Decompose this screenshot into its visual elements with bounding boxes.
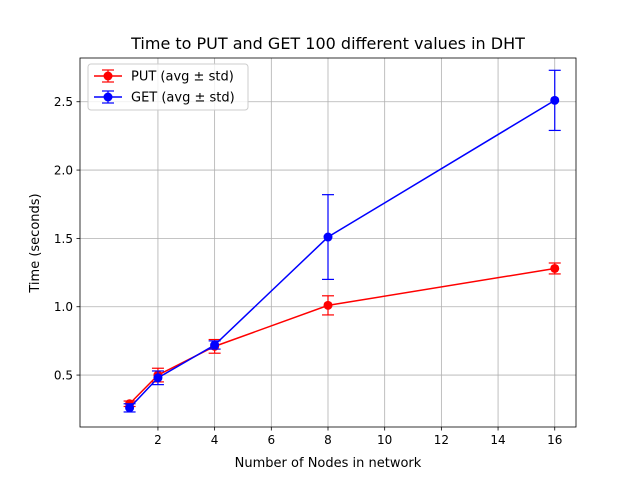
x-tick-label: 6: [267, 433, 275, 447]
ticks: 2 4 6 8 10 12 14 16 0.5 1.0 1.5 2.0 2.5: [54, 95, 562, 447]
x-tick-label: 8: [324, 433, 332, 447]
x-tick-label: 14: [490, 433, 505, 447]
legend-marker: [103, 71, 113, 81]
data-point-put: [323, 300, 333, 310]
y-axis-label: Time (seconds): [28, 193, 43, 293]
series-layer: [123, 69, 561, 413]
legend-item-put: PUT (avg ± std): [94, 69, 234, 85]
y-tick-label: 1.5: [54, 232, 73, 246]
legend-box: [87, 63, 249, 111]
y-tick-label: 0.5: [54, 369, 73, 383]
series-get: [123, 69, 561, 413]
data-point-get: [210, 340, 220, 350]
data-point-get: [550, 95, 560, 105]
legend-marker: [103, 92, 113, 102]
data-point-get: [153, 373, 163, 383]
x-tick-label: 2: [154, 433, 162, 447]
y-tick-label: 1.0: [54, 300, 73, 314]
data-point-get: [125, 403, 135, 413]
x-tick-label: 12: [434, 433, 449, 447]
y-tick-label: 2.5: [54, 95, 73, 109]
chart-title: Time to PUT and GET 100 different values…: [130, 34, 525, 53]
legend: PUT (avg ± std) GET (avg ± std): [87, 63, 249, 111]
legend-label: PUT (avg ± std): [131, 70, 234, 85]
x-tick-label: 4: [211, 433, 219, 447]
y-tick-label: 2.0: [54, 164, 73, 178]
legend-item-get: GET (avg ± std): [94, 90, 235, 106]
x-axis-label: Number of Nodes in network: [235, 456, 422, 471]
x-tick-label: 10: [377, 433, 392, 447]
legend-label: GET (avg ± std): [131, 91, 235, 106]
data-point-put: [550, 263, 560, 273]
x-tick-label: 16: [547, 433, 562, 447]
data-point-get: [323, 232, 333, 242]
